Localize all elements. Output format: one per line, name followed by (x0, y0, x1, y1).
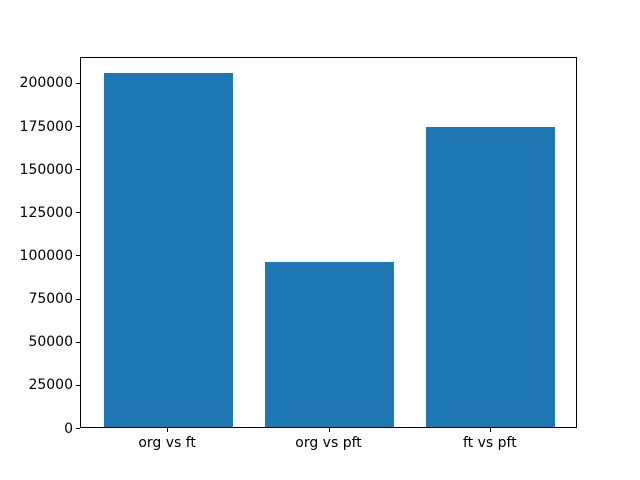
y-tick-mark (76, 341, 80, 343)
plot-area (80, 57, 577, 428)
x-tick-label: org vs ft (138, 435, 196, 451)
y-tick-label: 125000 (19, 204, 73, 221)
bar-org-vs-pft (264, 262, 395, 427)
y-tick-mark (76, 82, 80, 84)
y-tick-label: 175000 (19, 118, 73, 135)
y-tick-label: 100000 (19, 247, 73, 264)
x-tick-mark (489, 428, 491, 432)
y-tick-label: 25000 (28, 377, 73, 394)
y-tick-mark (76, 169, 80, 171)
x-tick-mark (167, 428, 169, 432)
y-tick-label: 150000 (19, 161, 73, 178)
y-tick-label: 0 (64, 420, 73, 437)
x-tick-label: ft vs pft (463, 435, 517, 451)
y-tick-mark (76, 298, 80, 300)
y-tick-label: 200000 (19, 75, 73, 92)
x-tick-mark (328, 428, 330, 432)
y-tick-mark (76, 384, 80, 386)
bar-org-vs-ft (103, 73, 233, 427)
y-tick-mark (76, 126, 80, 128)
y-tick-mark (76, 428, 80, 429)
x-tick-label: org vs pft (295, 435, 362, 451)
y-tick-label: 75000 (28, 291, 73, 308)
bar-ft-vs-pft (426, 126, 556, 427)
y-tick-mark (76, 255, 80, 257)
y-tick-label: 50000 (28, 334, 73, 351)
y-tick-mark (76, 212, 80, 214)
